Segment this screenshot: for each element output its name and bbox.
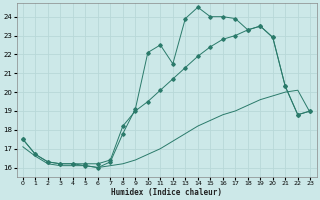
X-axis label: Humidex (Indice chaleur): Humidex (Indice chaleur) bbox=[111, 188, 222, 197]
